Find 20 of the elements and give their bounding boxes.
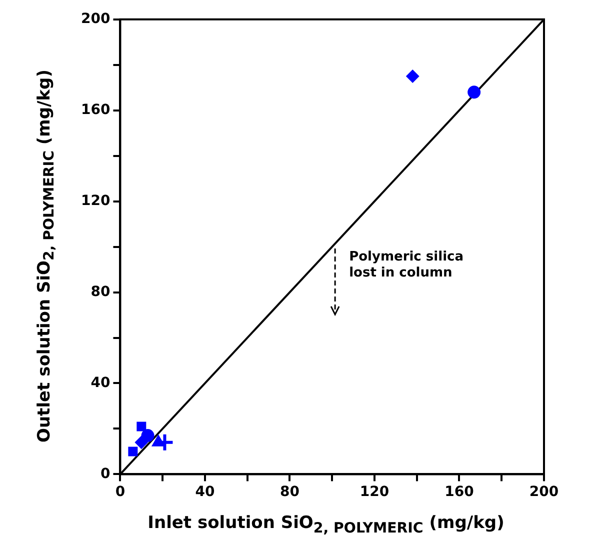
point: [141, 429, 154, 442]
x-tick-label: 120: [360, 484, 390, 500]
y-tick-label: 0: [100, 466, 110, 482]
point: [136, 422, 146, 432]
y-tick-label: 160: [80, 102, 110, 118]
x-tick-label: 80: [280, 484, 300, 500]
y-tick-label: 80: [90, 284, 110, 300]
point: [134, 436, 148, 449]
point: [406, 70, 420, 83]
x-tick-label: 200: [529, 484, 559, 500]
point: [128, 446, 138, 456]
x-axis-title: Inlet solution SiO$_{2, POLYMERIC}$ (mg/kg): [146, 512, 506, 536]
y-tick-label: 40: [90, 374, 110, 391]
annotation: Polymeric silica lost in column: [349, 249, 464, 280]
y-tick-label: 120: [80, 192, 110, 209]
x-tick-label: 160: [444, 484, 474, 500]
x-tick-label: 40: [195, 484, 215, 500]
y-tick-label: 200: [80, 11, 110, 28]
point: [468, 86, 481, 99]
x-tick-label: 0: [115, 484, 126, 500]
